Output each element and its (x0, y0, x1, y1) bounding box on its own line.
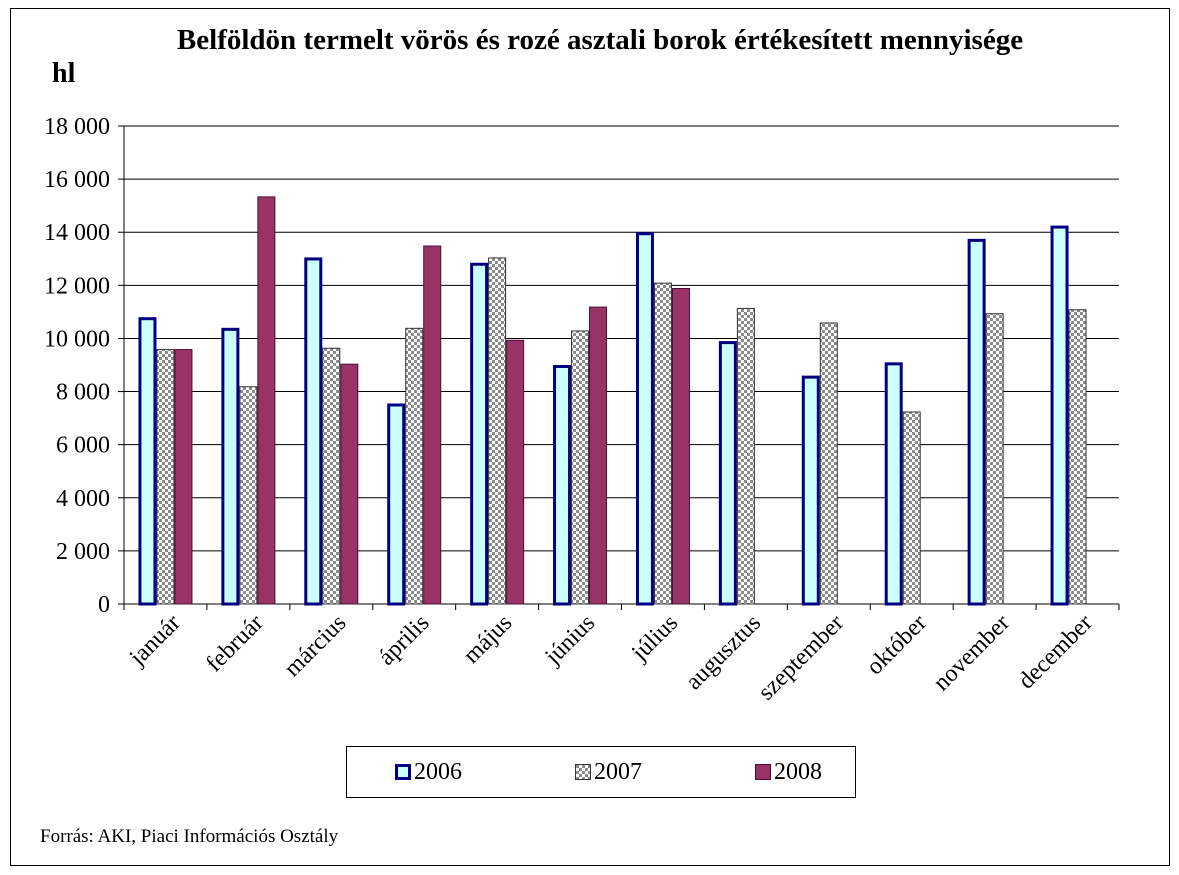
bar-2007-február (239, 386, 258, 605)
bar-2007-szeptember (819, 322, 838, 605)
y-tick-label: 16 000 (44, 167, 110, 193)
bar-2008-július (671, 287, 690, 605)
y-tick-label: 4 000 (56, 486, 110, 512)
bar-2006-február (221, 327, 240, 606)
y-tick-label: 10 000 (44, 326, 110, 352)
x-tick-label: május (458, 610, 517, 669)
x-tick-label: július (626, 610, 683, 667)
bar-2007-augusztus (736, 307, 755, 605)
bar-2007-május (488, 257, 507, 605)
x-tick-label: április (374, 610, 435, 671)
y-tick-label: 12 000 (44, 273, 110, 299)
legend-item-2006: 2006 (395, 759, 462, 785)
bar-2008-május (506, 339, 525, 605)
x-tick-label: december (1013, 610, 1097, 694)
legend-label-2007: 2007 (594, 758, 642, 785)
chart-title: Belföldön termelt vörös és rozé asztali … (176, 24, 1024, 56)
legend-swatch-2006 (395, 764, 411, 780)
y-tick-label: 8 000 (56, 380, 110, 406)
x-tick-label: október (862, 610, 932, 680)
bar-2006-augusztus (718, 341, 737, 606)
bar-2006-szeptember (801, 375, 820, 606)
bar-2006-december (1050, 225, 1069, 606)
y-tick-labels: 0 2 000 4 000 6 000 8 000 10 000 12 000 14 000 1… (44, 114, 110, 618)
x-tick-label: január (124, 610, 185, 671)
bar-2006-november (967, 238, 986, 606)
x-tick-labels: január február március április május június jú… (124, 610, 1098, 706)
y-tick-label: 18 000 (44, 114, 110, 140)
x-tick-label: szeptember (753, 610, 849, 706)
legend-label-2008: 2008 (774, 758, 822, 785)
bar-2007-július (653, 282, 672, 605)
bar-2008-június (589, 306, 608, 605)
source-note: Forrás: AKI, Piaci Információs Osztály (40, 826, 339, 847)
bar-2006-október (884, 362, 903, 606)
y-axis-unit-label: hl (52, 58, 76, 89)
legend-item-2007: 2007 (575, 759, 642, 785)
legend-swatch-2007 (575, 764, 591, 780)
bar-2006-július (635, 232, 654, 606)
x-tick-label: augusztus (681, 610, 766, 695)
bar-2007-november (985, 313, 1004, 605)
y-tick-label: 2 000 (56, 539, 110, 565)
bar-2006-május (470, 262, 489, 606)
bar-2006-március (304, 257, 323, 606)
bar-2008-március (340, 363, 359, 605)
axes (118, 125, 1120, 610)
bar-2008-január (174, 349, 193, 605)
bars (138, 196, 1087, 606)
x-tick-label: november (929, 610, 1015, 696)
grid-lines (124, 125, 1119, 552)
bar-2007-március (322, 347, 341, 605)
x-tick-label: június (540, 610, 601, 671)
bar-2007-január (156, 349, 175, 605)
bar-2007-október (902, 411, 921, 605)
legend-item-2008: 2008 (755, 759, 822, 785)
y-tick-label: 0 (98, 592, 110, 618)
bar-2007-április (405, 327, 424, 605)
y-tick-label: 6 000 (56, 433, 110, 459)
bar-2007-június (571, 330, 590, 605)
x-tick-label: február (201, 610, 268, 677)
bar-2007-december (1068, 309, 1087, 605)
bar-2006-január (138, 317, 157, 606)
legend-swatch-2008 (755, 764, 771, 780)
y-tick-label: 14 000 (44, 220, 110, 246)
x-tick-label: március (279, 610, 351, 682)
bar-2006-április (387, 403, 406, 606)
bar-2008-február (257, 196, 276, 605)
legend: 2006 2007 2008 (346, 746, 856, 798)
legend-label-2006: 2006 (414, 758, 462, 785)
bar-2006-június (553, 365, 572, 606)
bar-2008-április (423, 245, 442, 605)
